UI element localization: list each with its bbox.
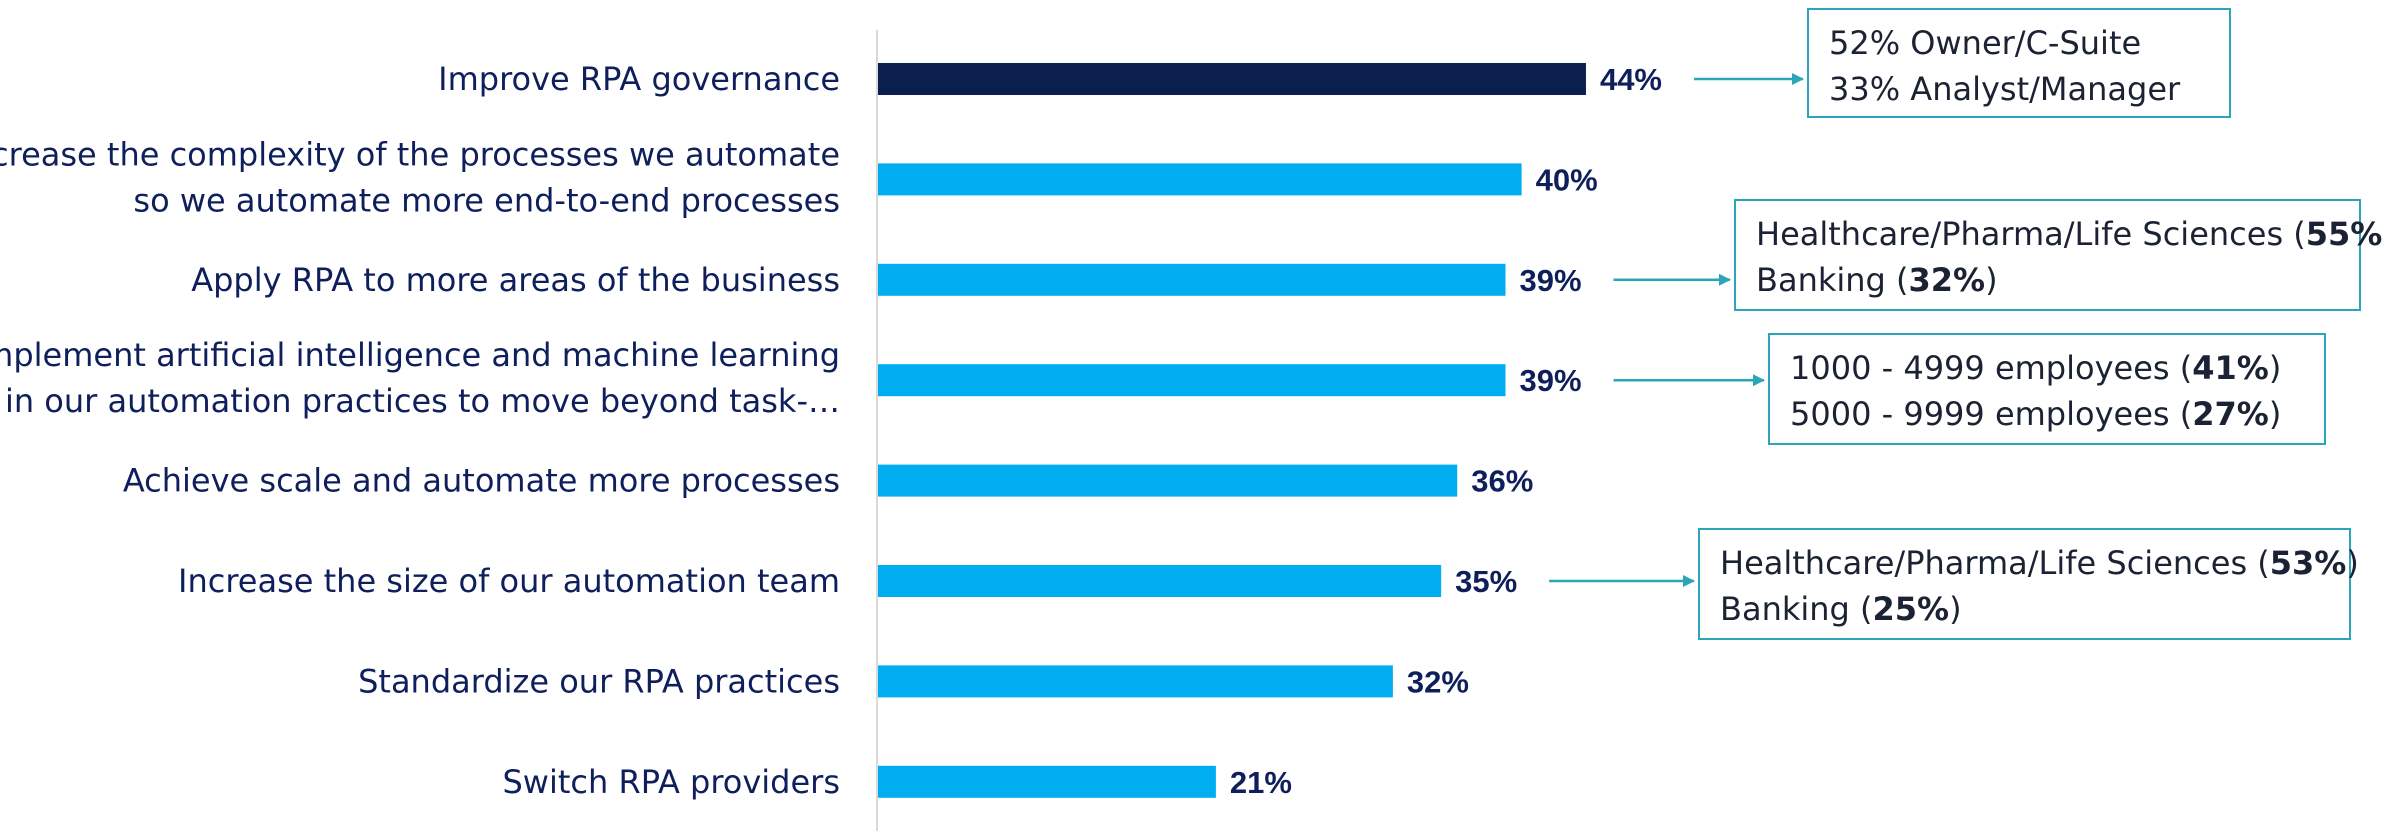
callout-line: 33% Analyst/Manager xyxy=(1829,66,2209,112)
value-label-1: 40% xyxy=(1536,162,1598,197)
callout-text: 1000 - 4999 employees ( xyxy=(1790,349,2193,387)
bar-5 xyxy=(878,565,1442,597)
bar-2 xyxy=(878,263,1506,296)
callout-text: Banking ( xyxy=(1720,590,1873,628)
value-label-0: 44% xyxy=(1600,62,1662,97)
callout-text: ) xyxy=(2268,349,2282,387)
callout-value: 32% xyxy=(1908,261,1986,299)
callout-line: Healthcare/Pharma/Life Sciences (53%) xyxy=(1720,540,2359,586)
callout-line: 1000 - 4999 employees (41%) xyxy=(1790,345,2304,391)
category-label-6-line-0: Standardize our RPA practices xyxy=(358,662,840,700)
callout-3: 1000 - 4999 employees (41%) 5000 - 9999 e… xyxy=(1768,333,2326,445)
bar-3 xyxy=(878,364,1506,397)
category-label-0-line-0: Improve RPA governance xyxy=(438,60,840,98)
callout-text: ) xyxy=(2268,395,2282,433)
value-label-6: 32% xyxy=(1407,664,1469,699)
bar-1 xyxy=(878,163,1522,196)
callout-text: 5000 - 9999 employees ( xyxy=(1790,395,2193,433)
callout-text: Healthcare/Pharma/Life Sciences ( xyxy=(1720,544,2270,582)
callout-text: ) xyxy=(1985,261,1998,299)
category-label-4-line-0: Achieve scale and automate more processe… xyxy=(123,462,840,500)
callout-line: Banking (32%) xyxy=(1756,257,2339,303)
category-label-1-line-0: Increase the complexity of the processes… xyxy=(0,135,840,173)
value-label-3: 39% xyxy=(1520,363,1582,398)
bar-7 xyxy=(878,765,1216,798)
callout-text: 52% Owner/C-Suite xyxy=(1829,24,2142,62)
callout-value: 53% xyxy=(2269,544,2347,582)
category-label-3-line-0: Implement artificial intelligence and ma… xyxy=(0,336,840,374)
bar-0 xyxy=(878,63,1586,95)
category-label-5-line-0: Increase the size of our automation team xyxy=(178,562,840,600)
category-label-7-line-0: Switch RPA providers xyxy=(502,763,840,801)
callout-line: Banking (25%) xyxy=(1720,586,2329,632)
callout-text: ) xyxy=(2346,544,2359,582)
category-label-2-line-0: Apply RPA to more areas of the business xyxy=(191,261,840,299)
category-label-3-line-1: in our automation practices to move beyo… xyxy=(5,382,840,420)
callout-text: ) xyxy=(1949,590,1962,628)
callout-line: 5000 - 9999 employees (27%) xyxy=(1790,391,2304,437)
value-label-2: 39% xyxy=(1520,263,1582,298)
value-label-4: 36% xyxy=(1471,464,1533,499)
callout-text: 33% Analyst/Manager xyxy=(1829,70,2181,108)
callout-value: 27% xyxy=(2192,395,2269,433)
callout-text: Healthcare/Pharma/Life Sciences ( xyxy=(1756,215,2306,253)
value-label-5: 35% xyxy=(1455,564,1517,599)
callout-value: 55% xyxy=(2305,215,2382,253)
category-label-1-line-1: so we automate more end-to-end processes xyxy=(133,181,840,219)
callout-5: Healthcare/Pharma/Life Sciences (53%) Ban… xyxy=(1698,528,2359,640)
callout-0: 52% Owner/C-Suite 33% Analyst/Manager xyxy=(1807,8,2231,118)
callout-line: 52% Owner/C-Suite xyxy=(1829,20,2209,66)
callout-line: Healthcare/Pharma/Life Sciences (55%) xyxy=(1756,211,2382,257)
callout-text: Banking ( xyxy=(1756,261,1909,299)
value-label-7: 21% xyxy=(1230,765,1292,800)
callout-value: 41% xyxy=(2192,349,2269,387)
callout-2: Healthcare/Pharma/Life Sciences (55%)Ban… xyxy=(1734,199,2382,311)
bar-4 xyxy=(878,464,1458,497)
callout-value: 25% xyxy=(1872,590,1950,628)
bar-6 xyxy=(878,665,1393,698)
